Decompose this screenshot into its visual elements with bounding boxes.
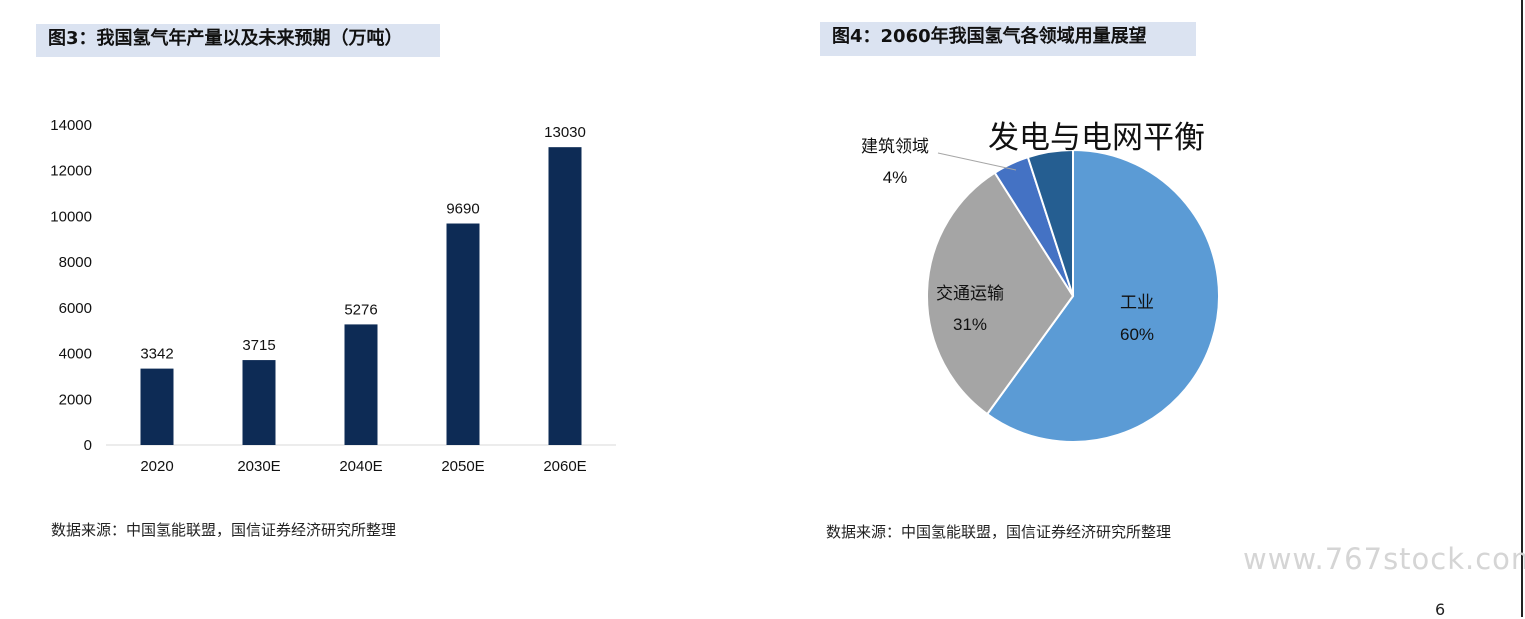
pie-category-label: 工业	[1120, 293, 1154, 312]
bar-2060E	[548, 147, 582, 445]
bar-2040E	[344, 324, 378, 445]
bar-2050E	[446, 223, 480, 445]
pie-slice-发电与电网平衡	[1026, 148, 1074, 297]
y-tick-label: 8000	[59, 254, 92, 271]
y-tick-label: 2000	[59, 391, 92, 408]
bar-value-label: 3715	[242, 337, 275, 354]
bar-value-label: 3342	[140, 346, 173, 363]
bar-value-label: 5276	[344, 301, 377, 318]
y-tick-label: 12000	[50, 163, 92, 180]
bar-chart: 0 2000 4000 6000 8000 10000 12000 14000 3342 371…	[50, 117, 616, 475]
pie-slice-工业	[985, 148, 1220, 443]
y-tick-label: 6000	[59, 300, 92, 317]
y-tick-label: 0	[84, 437, 92, 454]
x-tick-label: 2030E	[237, 458, 280, 475]
pie-chart-source: 数据来源：中国氢能联盟，国信证券经济研究所整理	[826, 523, 1172, 541]
y-tick-label: 4000	[59, 346, 92, 363]
pie-category-label: 建筑领域	[861, 137, 929, 156]
bar-2030E	[242, 360, 276, 445]
leader-line-buildings	[937, 152, 1017, 171]
right-border-line	[1521, 0, 1523, 617]
pie-chart-title: 图4：2060年我国氢气各领域用量展望	[820, 22, 1196, 56]
bar-value-label: 13030	[544, 124, 586, 141]
pie-percent-label: 60%	[1120, 325, 1154, 344]
pie-percent-label: 31%	[953, 315, 987, 334]
x-tick-label: 2040E	[339, 458, 382, 475]
bar-chart-source: 数据来源：中国氢能联盟，国信证券经济研究所整理	[51, 521, 397, 539]
pie-percent-label: 4%	[883, 168, 908, 187]
y-tick-label: 10000	[50, 208, 92, 225]
x-tick-label: 2020	[140, 458, 173, 475]
bar-2020	[140, 368, 174, 445]
pie-category-label: 交通运输	[936, 284, 1004, 303]
watermark-text: www.767stock.com	[1243, 542, 1525, 576]
x-tick-label: 2050E	[441, 458, 484, 475]
y-tick-label: 14000	[50, 117, 92, 134]
pie-center-title: 发电与电网平衡	[988, 120, 1205, 155]
pie-slice-交通运输	[926, 171, 1075, 416]
bar-value-label: 9690	[446, 201, 479, 218]
pie-chart: 发电与电网平衡 工业 60% 交通运输 31% 建筑领域 4%	[861, 120, 1220, 443]
page-number: 6	[1435, 600, 1446, 619]
bar-chart-title: 图3：我国氢气年产量以及未来预期（万吨）	[36, 24, 440, 57]
x-tick-label: 2060E	[543, 458, 586, 475]
